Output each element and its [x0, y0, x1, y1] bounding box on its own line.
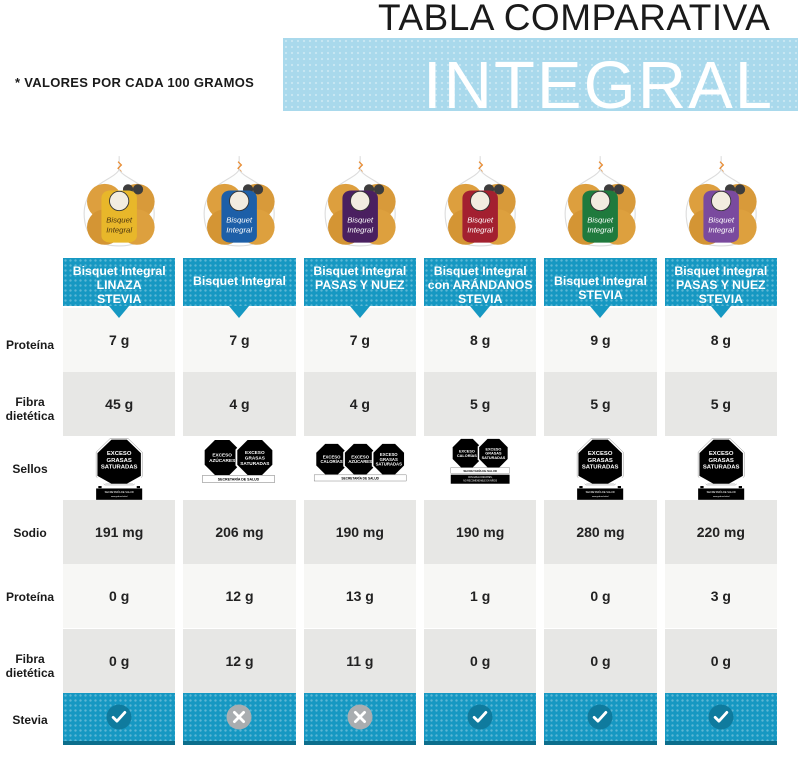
svg-text:CON EDULCORANTES,: CON EDULCORANTES,: [468, 476, 493, 479]
svg-text:SECRETARÍA DE SALUD: SECRETARÍA DE SALUD: [218, 477, 260, 482]
svg-text:EXCESO: EXCESO: [245, 450, 265, 455]
svg-text:GRASAS: GRASAS: [588, 458, 613, 464]
svg-text:www.gob.mx/salud: www.gob.mx/salud: [592, 496, 608, 498]
svg-text:SECRETARÍA DE SALUD: SECRETARÍA DE SALUD: [341, 475, 379, 480]
svg-text:Integral: Integral: [588, 226, 614, 235]
svg-text:Integral: Integral: [227, 226, 253, 235]
svg-text:AZÚCARES: AZÚCARES: [209, 457, 235, 463]
svg-text:SATURADAS: SATURADAS: [375, 462, 402, 467]
svg-text:Integral: Integral: [347, 226, 373, 235]
svg-text:EXCESO: EXCESO: [213, 453, 233, 458]
svg-text:Integral: Integral: [106, 226, 132, 235]
svg-text:Bisquet: Bisquet: [347, 216, 374, 225]
svg-text:EXCESO: EXCESO: [709, 451, 734, 457]
svg-text:GRASAS: GRASAS: [708, 458, 733, 464]
svg-text:AZÚCARES: AZÚCARES: [348, 459, 372, 464]
svg-text:Integral: Integral: [708, 226, 734, 235]
svg-text:Integral: Integral: [467, 226, 493, 235]
svg-text:SECRETARÍA DE SALUD: SECRETARÍA DE SALUD: [463, 468, 497, 473]
svg-text:EXCESO: EXCESO: [107, 451, 132, 457]
svg-text:SECRETARÍA DE SALUD: SECRETARÍA DE SALUD: [105, 491, 134, 494]
svg-text:SECRETARÍA DE SALUD: SECRETARÍA DE SALUD: [706, 491, 735, 494]
svg-text:GRASAS: GRASAS: [485, 452, 502, 456]
svg-text:CALORÍAS: CALORÍAS: [457, 453, 477, 458]
svg-text:SATURADAS: SATURADAS: [101, 465, 138, 471]
svg-text:SATURADAS: SATURADAS: [482, 456, 506, 460]
svg-text:EXCESO: EXCESO: [588, 451, 613, 457]
svg-text:CALORÍAS: CALORÍAS: [320, 459, 342, 464]
svg-text:SATURADAS: SATURADAS: [582, 465, 619, 471]
svg-text:Bisquet: Bisquet: [106, 216, 133, 225]
svg-text:www.gob.mx/salud: www.gob.mx/salud: [713, 496, 729, 498]
svg-text:NO RECOMENDABLE EN NIÑOS: NO RECOMENDABLE EN NIÑOS: [463, 480, 497, 483]
svg-text:Bisquet: Bisquet: [227, 216, 254, 225]
svg-text:Bisquet: Bisquet: [708, 216, 735, 225]
svg-text:www.gob.mx/salud: www.gob.mx/salud: [111, 496, 127, 498]
svg-text:EXCESO: EXCESO: [459, 449, 475, 453]
svg-text:GRASAS: GRASAS: [107, 458, 132, 464]
svg-text:GRASAS: GRASAS: [245, 455, 265, 460]
svg-text:SATURADAS: SATURADAS: [241, 461, 270, 466]
svg-text:SATURADAS: SATURADAS: [703, 465, 740, 471]
svg-text:SECRETARÍA DE SALUD: SECRETARÍA DE SALUD: [586, 491, 615, 494]
svg-text:Bisquet: Bisquet: [467, 216, 494, 225]
svg-text:Bisquet: Bisquet: [588, 216, 615, 225]
